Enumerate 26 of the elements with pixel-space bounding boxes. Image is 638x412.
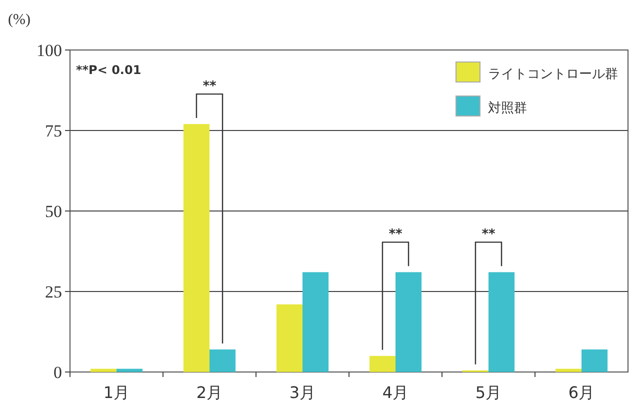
bar [116,368,143,372]
bar [276,304,302,372]
y-tick-label: 50 [45,202,62,221]
bar [302,272,329,372]
bar [90,368,116,372]
y-tick-label: 0 [54,363,62,382]
bar [582,349,608,372]
annotation: ** [482,227,496,242]
annotation: ** [388,227,402,242]
legend-label: 対照群 [488,100,527,116]
x-tick-label: 2月 [196,383,223,402]
y-tick-label: 75 [45,122,62,140]
x-tick-label: 6月 [568,383,595,402]
annotation: ** [202,79,216,94]
y-axis-title: (%) [8,12,30,28]
bar [555,368,582,372]
x-tick-label: 1月 [103,383,130,402]
y-tick-label: 100 [36,41,62,60]
x-tick-label: 4月 [382,383,409,402]
bar [210,349,236,372]
x-tick-label: 3月 [289,383,316,402]
bar [369,356,396,372]
annotation: **P< 0.01 [76,63,142,77]
x-tick-label: 5月 [475,383,502,402]
y-tick-label: 25 [45,282,62,302]
legend-label: ライトコントロール群 [488,67,618,82]
